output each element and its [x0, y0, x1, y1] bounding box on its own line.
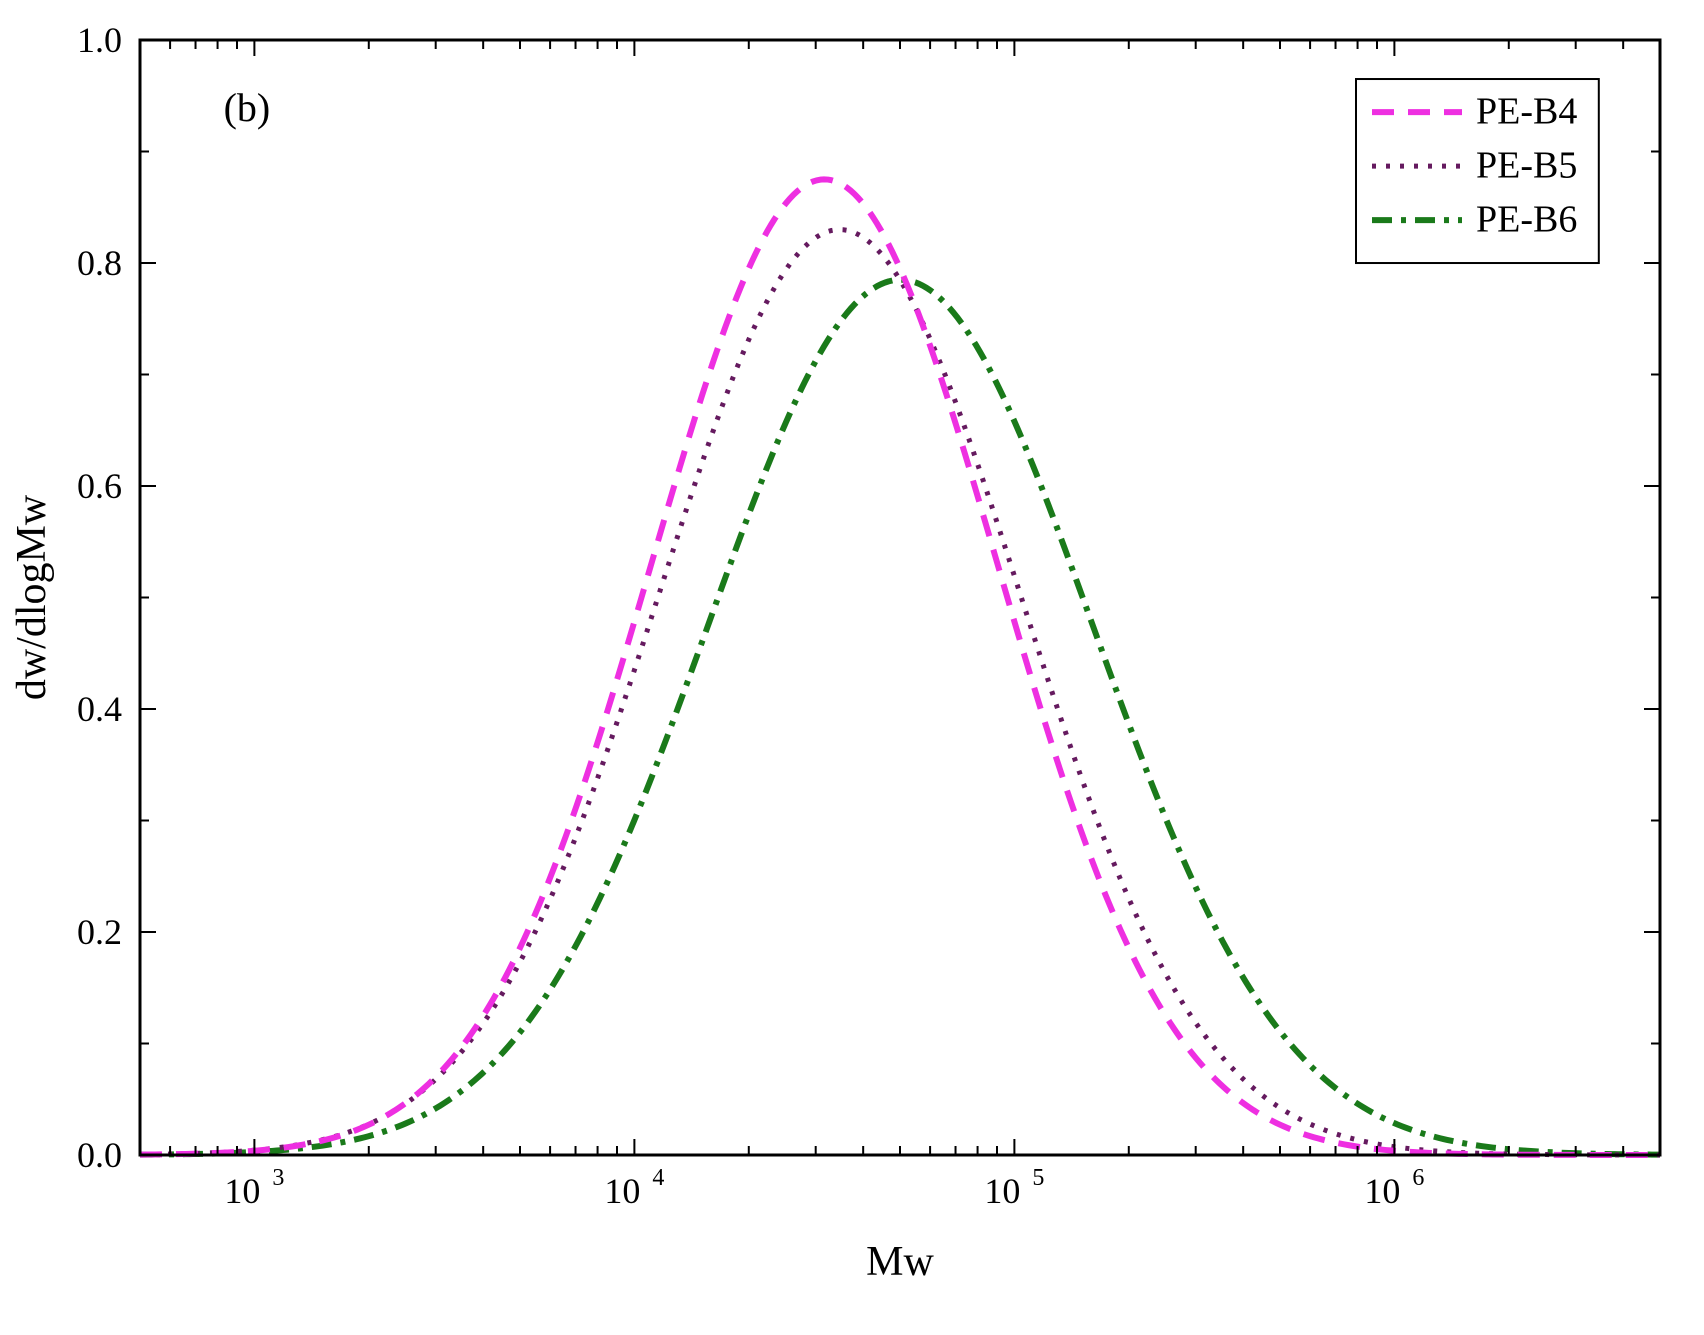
x-tick-super: 3 [272, 1165, 284, 1191]
panel-label: (b) [224, 85, 271, 130]
y-tick-label: 0.8 [77, 243, 122, 283]
x-tick-super: 4 [652, 1165, 664, 1191]
y-tick-label: 0.4 [77, 689, 122, 729]
x-tick-label: 10 [984, 1171, 1020, 1211]
x-tick-super: 6 [1412, 1165, 1424, 1191]
x-tick-super: 5 [1032, 1165, 1044, 1191]
y-axis-label: dw/dlogMw [9, 494, 55, 700]
x-tick-label: 10 [604, 1171, 640, 1211]
legend: PE-B4 PE-B5 PE-B6 [1356, 79, 1599, 263]
y-tick-label: 0.0 [77, 1135, 122, 1175]
chart-container: 10 3 10 4 10 5 10 6 Mw 0.0 0.2 0.4 0.6 0.8 1.0 dw/dlogM… [0, 0, 1704, 1335]
y-tick-label: 0.6 [77, 466, 122, 506]
chart-svg: 10 3 10 4 10 5 10 6 Mw 0.0 0.2 0.4 0.6 0.8 1.0 dw/dlogM… [0, 0, 1704, 1335]
legend-label: PE-B4 [1476, 91, 1577, 133]
x-axis-label: Mw [866, 1239, 934, 1285]
legend-label: PE-B5 [1476, 145, 1577, 187]
x-tick-label: 10 [224, 1171, 260, 1211]
x-tick-label: 10 [1364, 1171, 1400, 1211]
y-tick-label: 0.2 [77, 912, 122, 952]
y-tick-label: 1.0 [77, 20, 122, 60]
legend-label: PE-B6 [1476, 199, 1577, 241]
